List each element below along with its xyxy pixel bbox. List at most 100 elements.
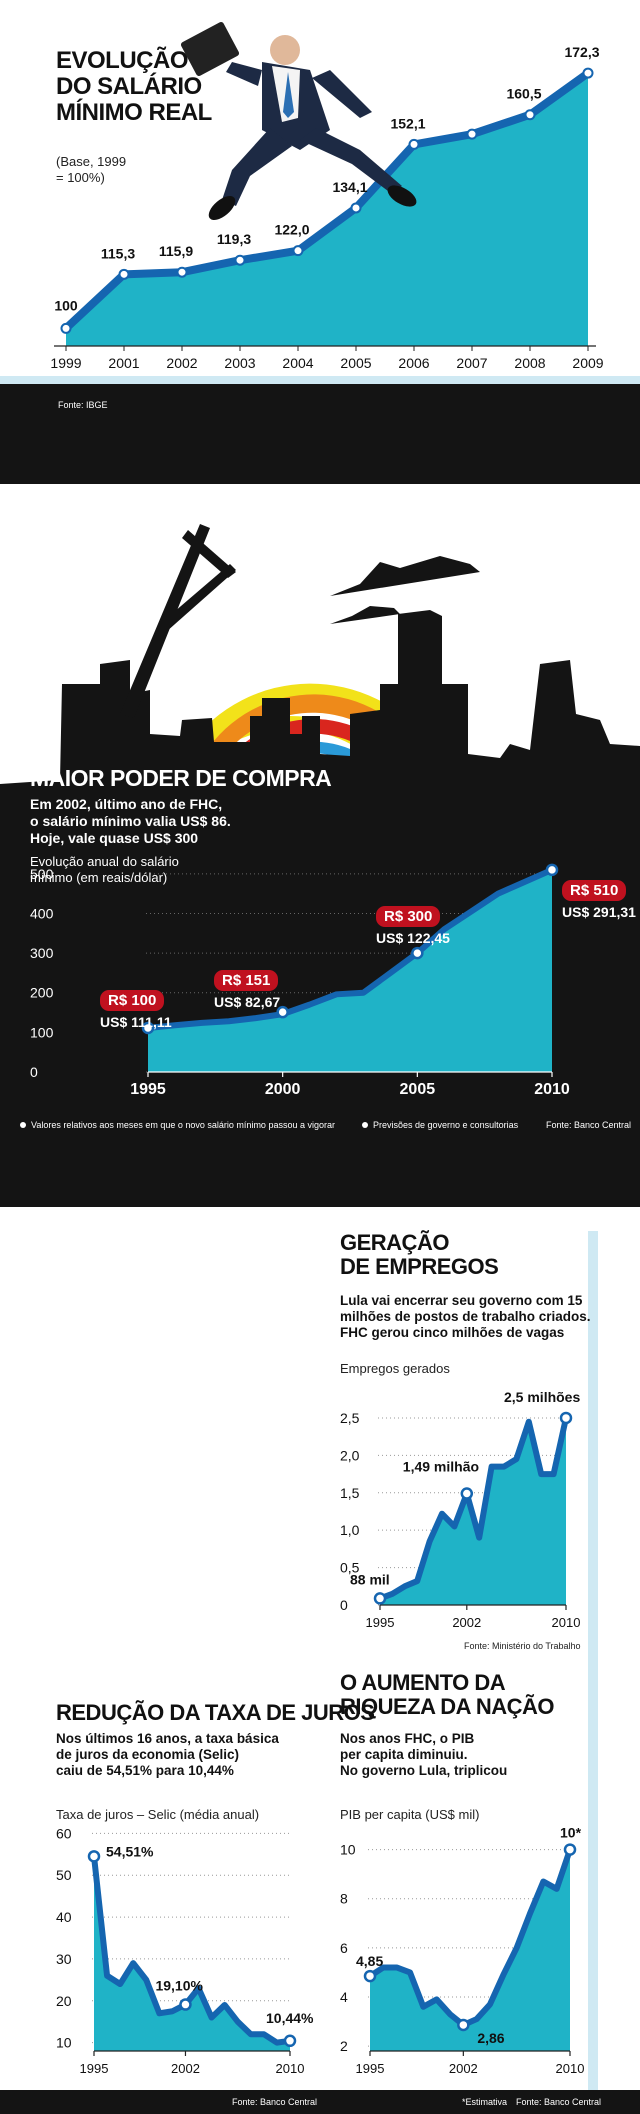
data-label: 172,3 xyxy=(564,44,599,60)
empregos-unit: Empregos gerados xyxy=(340,1361,450,1376)
pib-subtitle: Nos anos FHC, o PIB per capita diminuiu.… xyxy=(340,1731,508,1779)
x-tick-label: 1995 xyxy=(356,2061,385,2076)
businessman-illustration xyxy=(180,22,417,220)
data-point xyxy=(545,863,559,877)
data-label: 2,5 milhões xyxy=(504,1389,580,1405)
data-point xyxy=(176,266,188,278)
y-tick-label: 1,0 xyxy=(340,1522,360,1538)
data-point xyxy=(582,67,594,79)
y-tick-label: 0 xyxy=(30,1064,38,1080)
bottom-charts: 10 20 30 40 50 60 1995 2002 2010 54,51% 19,10% 10,4… xyxy=(56,1825,585,2076)
callout-brl: R$ 151 xyxy=(214,970,279,991)
x-tick-label: 2010 xyxy=(534,1081,570,1098)
salario-source: Fonte: IBGE xyxy=(58,400,108,410)
data-point xyxy=(457,2018,470,2032)
x-tick-label: 2008 xyxy=(514,355,545,371)
data-point xyxy=(292,245,304,257)
y-tick-label: 6 xyxy=(340,1940,348,1956)
x-tick-label: 2000 xyxy=(265,1081,301,1098)
pib-title: O AUMENTO DA RIQUEZA DA NAÇÃO xyxy=(340,1670,555,1719)
data-point xyxy=(411,946,424,960)
y-tick-label: 500 xyxy=(30,866,54,882)
compra-note-mid: Previsões de governo e consultorias xyxy=(362,1120,518,1130)
juros-unit: Taxa de juros – Selic (média anual) xyxy=(56,1807,260,1822)
data-label: 152,1 xyxy=(390,115,425,131)
x-tick-label: 2010 xyxy=(276,2061,305,2076)
area-fill xyxy=(66,73,588,346)
data-point xyxy=(60,322,72,334)
data-label: 134,1 xyxy=(332,179,367,195)
data-point xyxy=(234,254,246,266)
data-point xyxy=(563,1843,577,1856)
compra-panel: 0 100 200 300 400 500 1995 2000 2005 2010 MAIOR P… xyxy=(0,484,640,1207)
data-point xyxy=(276,1005,289,1019)
x-tick-label: 2002 xyxy=(449,2061,478,2076)
data-label: 19,10% xyxy=(155,1978,203,1994)
series-line xyxy=(91,1856,291,2046)
empregos-source: Fonte: Ministério do Trabalho xyxy=(464,1641,581,1651)
y-tick-label: 0 xyxy=(340,1597,348,1613)
callout-brl: R$ 100 xyxy=(100,990,165,1011)
x-tick-label: 1999 xyxy=(50,355,81,371)
data-point xyxy=(524,109,536,121)
x-tick-label: 2009 xyxy=(572,355,603,371)
series-line xyxy=(378,1417,569,1602)
salario-source-bar: Fonte: IBGE xyxy=(0,376,640,484)
data-label: 115,9 xyxy=(159,243,193,259)
data-label: 10* xyxy=(560,1825,582,1841)
y-tick-label: 8 xyxy=(340,1891,348,1907)
x-tick-label: 1995 xyxy=(130,1081,166,1098)
callout-brl: R$ 510 xyxy=(562,880,627,901)
compra-callout-1: R$ 100 US$ 111,11 xyxy=(100,990,172,1030)
x-tick-label: 2002 xyxy=(171,2061,200,2076)
pib-source: Fonte: Banco Central xyxy=(516,2097,602,2107)
callout-usd: US$ 122,45 xyxy=(376,930,450,946)
y-tick-label: 10 xyxy=(56,2035,72,2051)
salario-baseline-strip xyxy=(0,376,640,384)
x-tick-label: 2010 xyxy=(556,2061,585,2076)
compra-title: MAIOR PODER DE COMPRA xyxy=(30,765,332,791)
y-tick-label: 100 xyxy=(30,1024,54,1040)
y-tick-label: 30 xyxy=(56,1951,72,1967)
x-tick-label: 2002 xyxy=(452,1615,481,1630)
x-tick-label: 2005 xyxy=(400,1081,436,1098)
x-tick-label: 2005 xyxy=(340,355,371,371)
callout-usd: US$ 82,67 xyxy=(214,994,281,1010)
callout-usd: US$ 111,11 xyxy=(100,1014,172,1030)
data-label: 2,86 xyxy=(477,2030,504,2046)
data-label: 54,51% xyxy=(106,1843,154,1859)
empregos-chart: 0 0,5 1,0 1,5 2,0 2,5 1995 2002 2010 88 mil 1,49 m… xyxy=(340,1389,580,1630)
y-tick-label: 2 xyxy=(340,2038,348,2054)
salario-panel: EVOLUÇÃO DO SALÁRIO MÍNIMO REAL (Base, 1… xyxy=(0,0,640,484)
data-point xyxy=(141,1021,155,1035)
data-point xyxy=(373,1592,387,1605)
compra-notes-bar: Valores relativos aos meses em que o nov… xyxy=(0,1100,640,1207)
data-point xyxy=(460,1487,474,1500)
y-tick-label: 2,0 xyxy=(340,1447,360,1463)
data-label: 88 mil xyxy=(350,1571,390,1587)
data-label: 119,3 xyxy=(217,231,251,247)
compra-callout-2: R$ 151 US$ 82,67 xyxy=(214,970,281,1010)
y-tick-label: 20 xyxy=(56,1993,72,2009)
x-tick-label: 2001 xyxy=(108,355,139,371)
data-point xyxy=(466,128,478,140)
empregos-title: GERAÇÃO DE EMPREGOS xyxy=(340,1230,499,1279)
data-label: 10,44% xyxy=(266,2010,314,2026)
juros-subtitle: Nos últimos 16 anos, a taxa básica de ju… xyxy=(56,1731,279,1779)
x-tick-label: 2003 xyxy=(224,355,255,371)
area-fill xyxy=(94,1856,290,2051)
compra-subtitle: Em 2002, último ano de FHC, o salário mí… xyxy=(30,796,231,846)
data-point xyxy=(408,138,420,150)
x-tick-label: 2007 xyxy=(456,355,487,371)
compra-unit: Evolução anual do salário mínimo (em rea… xyxy=(30,854,179,886)
data-point xyxy=(559,1411,573,1425)
series-line xyxy=(147,867,554,1031)
compra-callout-3: R$ 300 US$ 122,45 xyxy=(376,906,450,946)
compra-callout-4: R$ 510 US$ 291,31 xyxy=(562,880,636,920)
y-tick-label: 10 xyxy=(340,1842,356,1858)
data-label: 1,49 milhão xyxy=(403,1459,479,1475)
compra-source: Fonte: Banco Central xyxy=(546,1120,632,1130)
y-tick-label: 400 xyxy=(30,905,54,921)
empregos-subtitle: Lula vai encerrar seu governo com 15 mil… xyxy=(340,1293,591,1341)
data-label: 160,5 xyxy=(506,86,541,102)
